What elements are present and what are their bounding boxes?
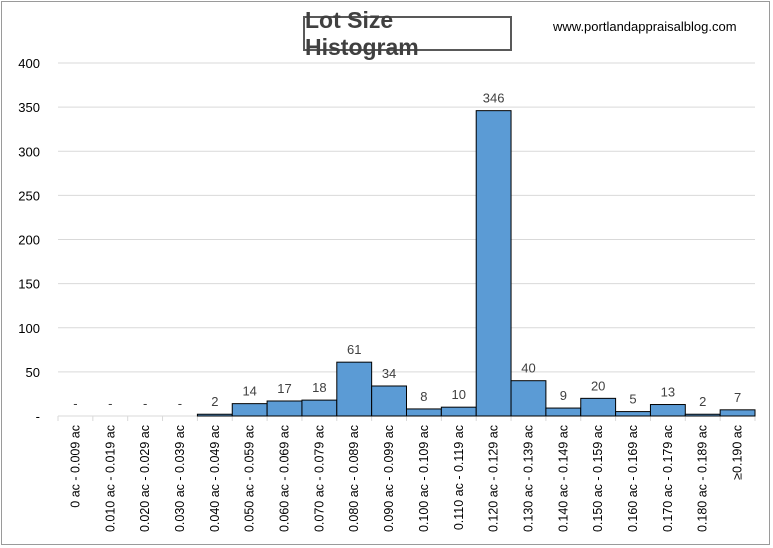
category-label: 0.060 ac - 0.069 ac [278, 425, 292, 532]
category-label: 0 ac - 0.009 ac [68, 425, 82, 508]
bar [371, 385, 407, 417]
data-label: 7 [734, 390, 741, 405]
y-tick-label: 100 [18, 321, 40, 336]
data-label: 8 [420, 389, 427, 404]
bar [615, 411, 651, 417]
bar [196, 413, 233, 417]
data-label: - [108, 396, 112, 411]
bar [580, 397, 617, 417]
data-label: 5 [629, 392, 636, 407]
category-label: 0.030 ac - 0.039 ac [173, 425, 187, 532]
data-label: 14 [242, 384, 256, 399]
category-label: 0.050 ac - 0.059 ac [243, 425, 257, 532]
y-tick-label: 200 [18, 233, 40, 248]
bar [510, 380, 547, 417]
bar [545, 407, 582, 417]
bar [231, 403, 268, 417]
data-label: 40 [521, 361, 535, 376]
category-label: 0.160 ac - 0.169 ac [626, 425, 640, 532]
data-label: 61 [347, 342, 361, 357]
category-label: 0.130 ac - 0.139 ac [521, 425, 535, 532]
source-url: www.portlandappraisalblog.com [553, 19, 737, 34]
data-label: 346 [483, 91, 505, 106]
bar [440, 406, 477, 417]
y-tick-label: - [36, 409, 40, 424]
y-tick-label: 50 [26, 365, 40, 380]
data-label: 13 [661, 385, 675, 400]
data-label: 18 [312, 380, 326, 395]
category-label: ≥0.190 ac [731, 425, 745, 480]
category-label: 0.110 ac - 0.119 ac [452, 425, 466, 530]
category-label: 0.080 ac - 0.089 ac [347, 425, 361, 532]
data-label: 20 [591, 378, 605, 393]
bar [406, 408, 442, 417]
y-tick-label: 350 [18, 100, 40, 115]
y-tick-label: 400 [18, 56, 40, 71]
y-tick-label: 150 [18, 277, 40, 292]
data-label: 9 [560, 388, 567, 403]
y-tick-label: 300 [18, 144, 40, 159]
data-label: 10 [452, 387, 466, 402]
data-label: - [73, 396, 77, 411]
data-label: - [143, 396, 147, 411]
category-label: 0.120 ac - 0.129 ac [487, 425, 501, 532]
data-label: 2 [211, 394, 218, 409]
y-tick-label: 250 [18, 188, 40, 203]
category-label: 0.090 ac - 0.099 ac [382, 425, 396, 532]
category-label: 0.040 ac - 0.049 ac [208, 425, 222, 532]
data-label: 34 [382, 366, 396, 381]
bar [719, 409, 756, 417]
bar [301, 399, 338, 417]
category-label: 0.020 ac - 0.029 ac [138, 425, 152, 532]
category-label: 0.170 ac - 0.179 ac [661, 425, 675, 532]
category-label: 0.140 ac - 0.149 ac [556, 425, 570, 532]
bar [336, 361, 373, 417]
bar [649, 404, 686, 417]
category-label: 0.150 ac - 0.159 ac [591, 425, 605, 532]
bar [266, 400, 303, 417]
data-label: 17 [277, 381, 291, 396]
data-label: - [178, 396, 182, 411]
bar [684, 413, 721, 417]
category-label: 0.070 ac - 0.079 ac [312, 425, 326, 532]
data-label: 2 [699, 394, 706, 409]
category-label: 0.010 ac - 0.019 ac [103, 425, 117, 532]
bar [475, 110, 512, 417]
category-label: 0.100 ac - 0.109 ac [417, 425, 431, 532]
category-label: 0.180 ac - 0.189 ac [696, 425, 710, 532]
